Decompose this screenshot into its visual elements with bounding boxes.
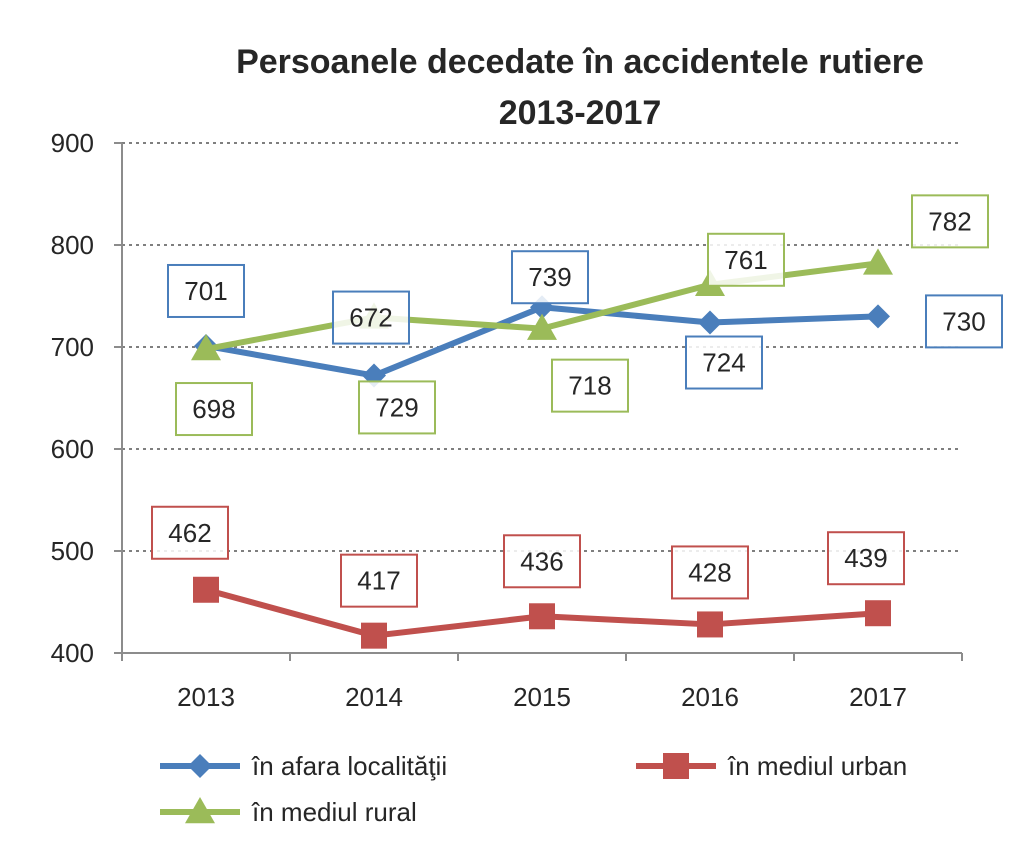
y-axis-tick-labels: 400 500 600 700 800 900 bbox=[51, 128, 94, 668]
data-label-border bbox=[551, 358, 629, 413]
data-label-box: 724 bbox=[685, 335, 763, 390]
data-point-2016 bbox=[697, 611, 723, 638]
data-point-2013 bbox=[191, 334, 221, 361]
data-label-border bbox=[671, 545, 749, 600]
data-label-box: 761 bbox=[707, 232, 785, 287]
data-label-border bbox=[925, 294, 1003, 349]
data-label-box: 439 bbox=[827, 531, 905, 586]
data-label-box: 417 bbox=[340, 553, 418, 608]
data-label: 428 bbox=[688, 557, 731, 587]
data-point-2014 bbox=[361, 622, 387, 649]
data-label-border bbox=[685, 335, 763, 390]
data-label-box: 462 bbox=[151, 505, 229, 560]
data-point-2017 bbox=[865, 600, 891, 627]
y-tick-label-400: 400 bbox=[51, 638, 94, 668]
data-label-border bbox=[511, 250, 589, 305]
data-point-2016 bbox=[698, 310, 722, 335]
data-point-2017 bbox=[866, 304, 890, 329]
data-label-box: 701 bbox=[167, 263, 245, 318]
legend-marker-triangle bbox=[185, 797, 215, 824]
data-point-2017 bbox=[863, 248, 893, 275]
data-label-box: 739 bbox=[511, 250, 589, 305]
legend-item-triangle: în mediul rural bbox=[160, 797, 417, 827]
legend-item-diamond: în afara localităţii bbox=[160, 751, 447, 781]
data-label-box: 718 bbox=[551, 358, 629, 413]
data-label-border bbox=[707, 232, 785, 287]
data-label-border bbox=[167, 263, 245, 318]
data-label-border bbox=[151, 505, 229, 560]
data-label-border bbox=[175, 382, 253, 437]
data-label-box: 782 bbox=[911, 194, 989, 249]
gridlines bbox=[122, 142, 962, 552]
data-label: 782 bbox=[928, 206, 971, 236]
data-label-border bbox=[911, 194, 989, 249]
series-square bbox=[193, 576, 891, 649]
data-label-box: 730 bbox=[925, 294, 1003, 349]
data-label: 417 bbox=[357, 566, 400, 596]
data-label: 436 bbox=[520, 546, 563, 576]
data-label: 724 bbox=[702, 348, 745, 378]
series-diamond bbox=[194, 295, 890, 388]
legend-label: în mediul rural bbox=[251, 797, 417, 827]
legend: în afara localităţii în mediul urban în me… bbox=[160, 751, 907, 827]
data-label: 730 bbox=[942, 306, 985, 336]
y-tick-label-900: 900 bbox=[51, 128, 94, 158]
data-labels: 701 672 739 724 730 462 417 436 428 439 698 729 718 7… bbox=[151, 194, 1003, 608]
data-label: 698 bbox=[192, 394, 235, 424]
y-tick-label-500: 500 bbox=[51, 536, 94, 566]
y-tick-label-700: 700 bbox=[51, 332, 94, 362]
data-label: 739 bbox=[528, 262, 571, 292]
legend-item-square: în mediul urban bbox=[636, 751, 907, 781]
data-label-border bbox=[503, 534, 581, 589]
data-point-2015 bbox=[527, 313, 557, 340]
data-label-border bbox=[332, 290, 410, 345]
legend-label: în mediul urban bbox=[727, 751, 907, 781]
chart-title: Persoanele decedate în accidentele rutie… bbox=[236, 43, 924, 132]
data-point-2013 bbox=[193, 576, 219, 603]
data-label-border bbox=[827, 531, 905, 586]
data-label: 462 bbox=[168, 518, 211, 548]
data-label-border bbox=[358, 380, 436, 435]
data-label: 439 bbox=[844, 543, 887, 573]
x-tick-label-2015: 2015 bbox=[513, 682, 571, 712]
legend-marker-diamond bbox=[188, 754, 212, 778]
chart-title-line-2: 2013-2017 bbox=[499, 94, 662, 132]
data-label: 729 bbox=[375, 392, 418, 422]
x-axis-tick-labels: 2013 2014 2015 2016 2017 bbox=[177, 682, 907, 712]
x-tick-label-2016: 2016 bbox=[681, 682, 739, 712]
x-tick-label-2013: 2013 bbox=[177, 682, 235, 712]
axes bbox=[114, 142, 963, 661]
data-label-box: 428 bbox=[671, 545, 749, 600]
data-label: 672 bbox=[349, 303, 392, 333]
data-label-box: 672 bbox=[332, 290, 410, 345]
data-label: 761 bbox=[724, 245, 767, 275]
data-label-border bbox=[340, 553, 418, 608]
data-label: 701 bbox=[184, 276, 227, 306]
x-tick-label-2014: 2014 bbox=[345, 682, 403, 712]
data-point-2015 bbox=[529, 603, 555, 630]
data-label-box: 729 bbox=[358, 380, 436, 435]
y-tick-label-800: 800 bbox=[51, 230, 94, 260]
chart-title-line-1: Persoanele decedate în accidentele rutie… bbox=[236, 43, 924, 81]
data-label-box: 698 bbox=[175, 382, 253, 437]
data-label-box: 436 bbox=[503, 534, 581, 589]
x-tick-label-2017: 2017 bbox=[849, 682, 907, 712]
legend-label: în afara localităţii bbox=[251, 751, 447, 781]
data-label: 718 bbox=[568, 371, 611, 401]
y-tick-label-600: 600 bbox=[51, 434, 94, 464]
legend-marker-square bbox=[663, 753, 689, 779]
